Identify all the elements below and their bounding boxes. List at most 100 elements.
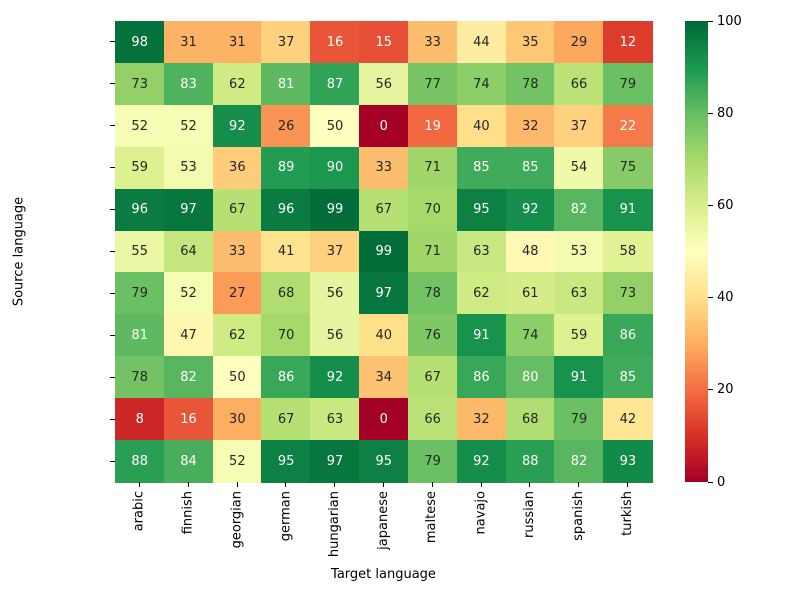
colorbar-tick-mark <box>708 204 713 206</box>
x-tick-mark <box>529 482 531 487</box>
colorbar-tick-mark <box>708 481 713 483</box>
heatmap-cell: 79 <box>603 62 653 106</box>
colorbar-tick-mark <box>708 297 713 299</box>
y-tick-mark <box>110 334 115 336</box>
heatmap-cell: 92 <box>310 356 360 399</box>
heatmap-cell: 85 <box>456 146 507 190</box>
heatmap-cell: 97 <box>359 272 409 315</box>
heatmap-cell: 52 <box>212 440 263 483</box>
heatmap-cell: 16 <box>310 21 360 64</box>
x-axis-label: Target language <box>331 567 436 582</box>
heatmap-cell: 36 <box>212 146 263 190</box>
col-label: turkish <box>619 491 635 536</box>
x-tick-mark <box>187 482 189 487</box>
heatmap-cell: 95 <box>261 440 311 483</box>
heatmap-cell: 58 <box>603 230 653 274</box>
heatmap-cell: 79 <box>115 272 165 315</box>
heatmap-cell: 62 <box>212 314 263 357</box>
heatmap-cell: 35 <box>505 21 555 64</box>
heatmap-cell: 82 <box>554 440 604 483</box>
heatmap-cell: 86 <box>456 356 507 399</box>
col-label: georgian <box>229 491 245 549</box>
colorbar-tick-mark <box>708 20 713 22</box>
heatmap-cell: 85 <box>505 146 555 190</box>
heatmap-cell: 78 <box>505 62 555 106</box>
heatmap-cell: 32 <box>456 398 507 441</box>
heatmap-cell: 66 <box>554 62 604 106</box>
heatmap-cell: 30 <box>212 398 263 441</box>
heatmap-cell: 67 <box>407 356 458 399</box>
heatmap-cell: 16 <box>163 398 214 441</box>
heatmap-cell: 71 <box>407 230 458 274</box>
y-tick-mark <box>110 209 115 211</box>
x-tick-mark <box>285 482 287 487</box>
heatmap-cell: 89 <box>261 146 311 190</box>
heatmap-cell: 42 <box>603 398 653 441</box>
heatmap-cell: 50 <box>310 104 360 148</box>
heatmap-cell: 74 <box>505 314 555 357</box>
heatmap-cell: 67 <box>359 188 409 232</box>
heatmap-cell: 31 <box>163 21 214 64</box>
y-axis-label: Source language <box>11 196 27 306</box>
colorbar-tick-label: 40 <box>717 290 734 306</box>
heatmap-cell: 95 <box>456 188 507 232</box>
x-tick-mark <box>627 482 629 487</box>
heatmap-cell: 97 <box>310 440 360 483</box>
colorbar-tick-label: 20 <box>717 382 734 398</box>
heatmap-cell: 27 <box>212 272 263 315</box>
col-label: spanish <box>570 491 586 541</box>
heatmap-cell: 56 <box>310 314 360 357</box>
heatmap-cell: 62 <box>212 62 263 106</box>
heatmap-cell: 62 <box>456 272 507 315</box>
x-tick-mark <box>578 482 580 487</box>
heatmap-cell: 92 <box>505 188 555 232</box>
heatmap-cell: 53 <box>163 146 214 190</box>
heatmap-cell: 40 <box>456 104 507 148</box>
colorbar <box>685 21 708 482</box>
heatmap-cell: 84 <box>163 440 214 483</box>
colorbar-tick-label: 80 <box>717 105 734 121</box>
heatmap-cell: 0 <box>359 104 409 148</box>
heatmap-cell: 34 <box>359 356 409 399</box>
heatmap-cell: 93 <box>603 440 653 483</box>
heatmap-cell: 70 <box>261 314 311 357</box>
heatmap-cell: 33 <box>359 146 409 190</box>
heatmap-cell: 99 <box>310 188 360 232</box>
heatmap-cell: 78 <box>115 356 165 399</box>
heatmap-cell: 63 <box>310 398 360 441</box>
col-label: maltese <box>424 491 440 544</box>
heatmap-cell: 8 <box>115 398 165 441</box>
heatmap-cell: 88 <box>505 440 555 483</box>
heatmap-cell: 47 <box>163 314 214 357</box>
col-label: finnish <box>180 491 196 535</box>
heatmap-cell: 85 <box>603 356 653 399</box>
heatmap-cell: 52 <box>163 272 214 315</box>
heatmap-cell: 73 <box>115 62 165 106</box>
heatmap-cell: 81 <box>261 62 311 106</box>
heatmap-cell: 87 <box>310 62 360 106</box>
heatmap-cell: 81 <box>115 314 165 357</box>
heatmap-cell: 76 <box>407 314 458 357</box>
y-tick-mark <box>110 167 115 169</box>
col-label: japanese <box>375 491 391 550</box>
y-tick-mark <box>110 376 115 378</box>
heatmap-cell: 50 <box>212 356 263 399</box>
y-tick-mark <box>110 418 115 420</box>
heatmap-cell: 12 <box>603 21 653 64</box>
heatmap-cell: 22 <box>603 104 653 148</box>
col-label: russian <box>521 491 537 538</box>
x-tick-mark <box>383 482 384 487</box>
heatmap-cell: 54 <box>554 146 604 190</box>
heatmap-cell: 15 <box>359 21 409 64</box>
heatmap-cell: 61 <box>505 272 555 315</box>
heatmap-cell: 70 <box>407 188 458 232</box>
col-label: navajo <box>473 491 489 535</box>
colorbar-tick-label: 0 <box>717 474 726 490</box>
heatmap-cell: 71 <box>407 146 458 190</box>
heatmap-cell: 0 <box>359 398 409 441</box>
heatmap-cell: 97 <box>163 188 214 232</box>
x-tick-mark <box>138 482 140 487</box>
y-tick-mark <box>110 41 115 43</box>
heatmap-cell: 55 <box>115 230 165 274</box>
